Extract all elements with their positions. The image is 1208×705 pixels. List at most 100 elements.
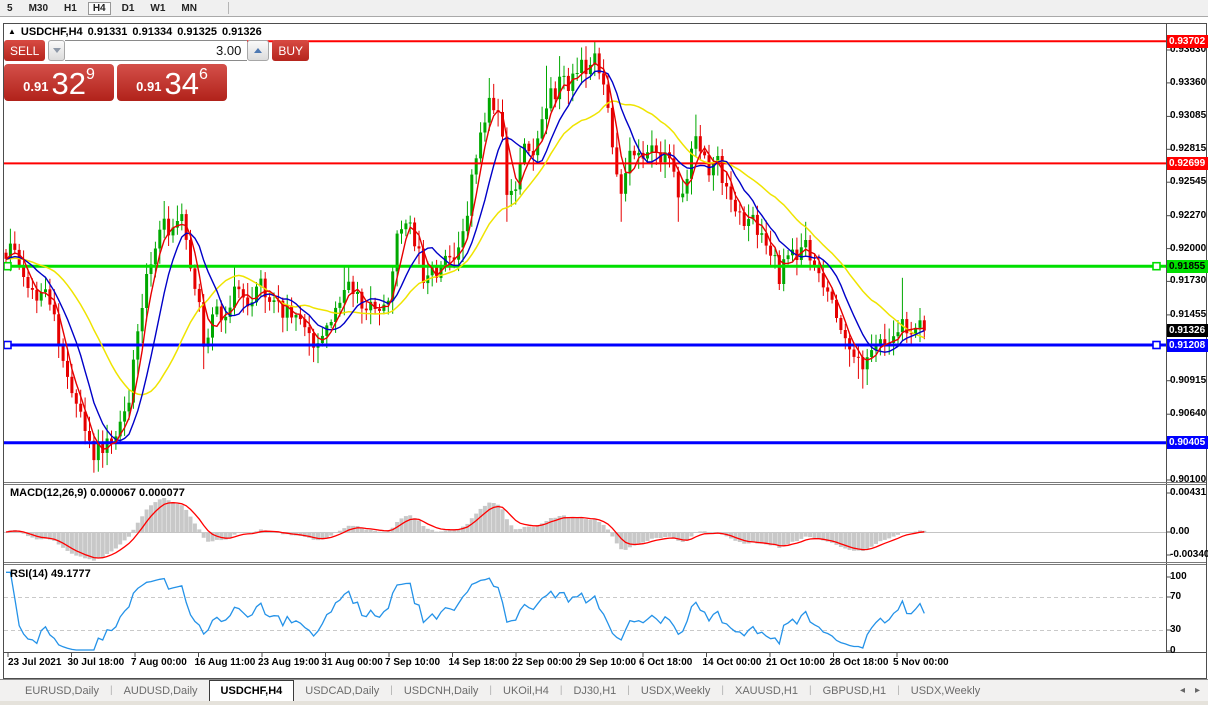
- chart-ohlc-header: ▲ USDCHF,H4 0.91331 0.91334 0.91325 0.91…: [8, 26, 262, 38]
- chart-tab-xauusd-h1[interactable]: XAUUSD,H1: [734, 684, 798, 697]
- timeframe-toolbar: 5 M30 H1 H4 D1 W1 MN: [0, 0, 1208, 17]
- current-price-label: 0.91326: [1167, 324, 1208, 338]
- tab-separator: |: [390, 685, 393, 696]
- price-axis-tick: 0.90640: [1170, 408, 1207, 420]
- chart-tab-dj30-h1[interactable]: DJ30,H1: [573, 684, 617, 697]
- tab-separator: |: [897, 685, 900, 696]
- timeframe-button-d1[interactable]: D1: [121, 2, 135, 14]
- trade-buttons-row: SELL BUY: [4, 40, 310, 61]
- macd-axis-tick: 0.00431: [1170, 487, 1207, 498]
- time-axis-label: 14 Sep 18:00: [448, 657, 510, 668]
- time-axis-label: 16 Aug 11:00: [194, 657, 256, 668]
- ask-prefix: 0.91: [136, 79, 162, 94]
- tab-scroll-right-icon[interactable]: ▸: [1194, 685, 1200, 696]
- buy-button[interactable]: BUY: [272, 40, 310, 61]
- volume-decrease-button[interactable]: [48, 40, 66, 61]
- price-axis-tick: 0.93085: [1170, 110, 1207, 122]
- tab-separator: |: [808, 685, 812, 696]
- hline-price-label: 0.90405: [1167, 436, 1208, 450]
- collapse-panel-icon[interactable]: ▲: [8, 27, 16, 36]
- price-axis-tick: 0.91455: [1170, 308, 1207, 320]
- rsi-indicator-label: RSI(14) 49.1777: [10, 568, 91, 580]
- triangle-up-icon: [254, 48, 263, 53]
- time-axis-label: 23 Aug 19:00: [258, 657, 320, 668]
- time-axis-label: 22 Sep 00:00: [512, 657, 573, 668]
- price-axis-tick: 0.90100: [1170, 473, 1207, 485]
- ohlc-close: 0.91326: [221, 26, 262, 38]
- chart-symbol-period: USDCHF,H4: [20, 26, 83, 38]
- chart-tab-eurusd-daily[interactable]: EURUSD,Daily: [25, 684, 99, 697]
- buy-price-panel[interactable]: 0.91 34 6: [117, 64, 227, 101]
- timeframe-button-h1[interactable]: H1: [64, 2, 77, 14]
- rsi-axis-tick: 70: [1170, 591, 1182, 602]
- chart-tab-usdchf-h4[interactable]: USDCHF,H4: [208, 680, 295, 701]
- chart-tab-ukoil-h4[interactable]: UKOil,H4: [503, 684, 549, 697]
- ohlc-high: 0.91334: [132, 26, 173, 38]
- price-axis-tick: 0.90915: [1170, 374, 1207, 386]
- tab-separator: |: [627, 685, 630, 696]
- tab-separator: |: [489, 685, 493, 696]
- time-axis-label: 23 Jul 2021: [8, 657, 62, 668]
- time-axis-label: 6 Oct 18:00: [639, 657, 693, 668]
- price-axis-tick: 0.92545: [1170, 176, 1207, 188]
- time-axis-label: 7 Sep 10:00: [385, 657, 441, 668]
- time-axis-label: 5 Nov 00:00: [893, 657, 949, 668]
- timeframe-button-mn[interactable]: MN: [181, 2, 197, 14]
- volume-input[interactable]: [65, 40, 248, 61]
- price-axis-tick: 0.92815: [1170, 143, 1207, 155]
- timeframe-button-m30[interactable]: M30: [28, 2, 49, 14]
- macd-axis-tick: -0.00340: [1170, 549, 1208, 560]
- price-axis-tick: 0.91730: [1170, 275, 1207, 287]
- time-axis-label: 30 Jul 18:00: [67, 657, 125, 668]
- time-axis-label: 21 Oct 10:00: [766, 657, 825, 668]
- price-axis-tick: 0.93360: [1170, 76, 1207, 88]
- rsi-axis-tick: 30: [1170, 624, 1182, 635]
- macd-indicator-label: MACD(12,26,9) 0.000067 0.000077: [10, 487, 185, 499]
- timeframe-button-w1[interactable]: W1: [150, 2, 166, 14]
- macd-axis-tick: 0.00: [1170, 526, 1190, 537]
- trade-prices-row: 0.91 32 9 0.91 34 6: [4, 64, 227, 101]
- price-axis-tick: 0.93630: [1170, 44, 1207, 55]
- ask-big-digits: 34: [164, 66, 199, 101]
- volume-stepper: [48, 40, 270, 61]
- timeframe-button-5[interactable]: 5: [7, 2, 13, 14]
- ohlc-open: 0.91331: [87, 26, 128, 38]
- chart-tab-usdcnh-daily[interactable]: USDCNH,Daily: [403, 684, 479, 697]
- sell-button[interactable]: SELL: [4, 40, 46, 61]
- bid-prefix: 0.91: [23, 79, 49, 94]
- time-axis-label: 29 Sep 10:00: [575, 657, 637, 668]
- chart-tab-usdcad-daily[interactable]: USDCAD,Daily: [305, 684, 380, 697]
- tab-scroll-arrows: ◂ ▸: [1180, 680, 1200, 701]
- sell-price-panel[interactable]: 0.91 32 9: [4, 64, 114, 101]
- hline-price-label: 0.93702: [1167, 34, 1208, 48]
- chart-tab-usdx-weekly[interactable]: USDX,Weekly: [640, 684, 711, 697]
- timeframe-button-h4[interactable]: H4: [87, 1, 111, 15]
- time-axis-label: 31 Aug 00:00: [321, 657, 383, 668]
- rsi-axis-tick: 0: [1170, 645, 1176, 656]
- chart-tab-gbpusd-h1[interactable]: GBPUSD,H1: [822, 684, 887, 697]
- hline-price-label: 0.92699: [1167, 156, 1208, 170]
- chart-tab-usdx-weekly[interactable]: USDX,Weekly: [910, 684, 981, 697]
- hline-price-label: 0.91208: [1167, 338, 1208, 352]
- tab-separator: |: [109, 685, 113, 696]
- chart-tab-audusd-daily[interactable]: AUDUSD,Daily: [123, 684, 198, 697]
- toolbar-separator: [227, 2, 229, 14]
- ohlc-low: 0.91325: [177, 26, 217, 38]
- chart-tab-bar: EURUSD,Daily | AUDUSD,Daily USDCHF,H4 USDCAD…: [0, 680, 1208, 701]
- triangle-down-icon: [52, 48, 61, 53]
- bid-big-digits: 32: [51, 66, 86, 101]
- bid-pipette: 9: [85, 66, 95, 83]
- status-strip: [0, 701, 1208, 705]
- time-axis-label: 14 Oct 00:00: [702, 657, 762, 668]
- price-axis-tick: 0.92000: [1170, 242, 1207, 254]
- tab-separator: |: [559, 685, 563, 696]
- volume-increase-button[interactable]: [247, 40, 270, 61]
- time-axis-label: 7 Aug 00:00: [131, 657, 187, 668]
- tab-scroll-left-icon[interactable]: ◂: [1179, 685, 1185, 696]
- rsi-axis-tick: 100: [1170, 571, 1187, 582]
- hline-price-label: 0.91855: [1167, 259, 1208, 273]
- ask-pipette: 6: [198, 66, 208, 83]
